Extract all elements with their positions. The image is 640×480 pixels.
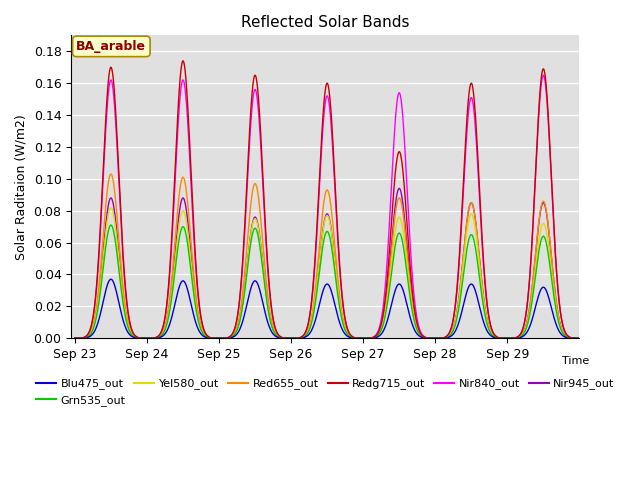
Nir945_out [253,219,261,225]
Line: Nir945_out: Nir945_out [75,188,579,338]
Grn535_out [309,313,317,319]
Yel580_out [253,221,261,227]
Y-axis label: Solar Raditaion (W/m2): Solar Raditaion (W/m2) [15,114,28,260]
Redg715_out [71,336,79,341]
Grn535_out [107,222,115,228]
Blu475_out [575,336,583,341]
Red655_out [371,334,378,340]
Nir840_out [575,336,583,341]
Yel580_out [392,227,399,232]
Redg715_out [179,58,187,64]
Line: Nir840_out: Nir840_out [75,75,579,338]
Nir945_out [309,311,317,316]
Nir945_out [392,202,399,207]
Blu475_out [107,276,115,282]
Nir945_out [176,204,184,210]
Red655_out [253,187,261,193]
Yel580_out [575,336,583,341]
Blu475_out [309,324,317,330]
Yel580_out [536,228,544,234]
Yel580_out [371,335,378,340]
Redg715_out [536,84,544,89]
Title: Reflected Solar Bands: Reflected Solar Bands [241,15,410,30]
Red655_out [536,207,544,213]
Redg715_out [371,334,378,340]
Line: Blu475_out: Blu475_out [75,279,579,338]
Redg715_out [392,168,399,173]
Blu475_out [392,287,399,292]
Nir945_out [71,336,79,341]
Grn535_out [253,230,261,236]
Yel580_out [177,215,184,221]
Nir840_out [540,72,547,78]
Redg715_out [176,75,184,81]
Red655_out [392,209,399,215]
Red655_out [575,336,583,341]
Line: Red655_out: Red655_out [75,174,579,338]
Nir840_out [371,334,378,339]
Nir840_out [71,336,79,341]
Red655_out [309,305,317,311]
Line: Grn535_out: Grn535_out [75,225,579,338]
Line: Yel580_out: Yel580_out [75,207,579,338]
Yel580_out [107,204,115,210]
Nir840_out [536,91,544,96]
Text: Time: Time [563,357,589,366]
Redg715_out [253,84,261,89]
Nir945_out [536,209,544,215]
Yel580_out [309,310,317,316]
Nir945_out [575,336,583,341]
Redg715_out [575,336,583,341]
Blu475_out [536,288,544,293]
Yel580_out [71,336,79,341]
Redg715_out [309,282,317,288]
Blu475_out [71,336,79,341]
Blu475_out [371,336,378,341]
Blu475_out [177,281,184,287]
Blu475_out [253,280,261,286]
Red655_out [107,171,115,177]
Grn535_out [536,240,544,246]
Text: BA_arable: BA_arable [76,40,147,53]
Grn535_out [371,336,378,341]
Nir945_out [371,334,378,340]
Grn535_out [71,336,79,341]
Grn535_out [177,230,184,236]
Grn535_out [575,336,583,341]
Red655_out [71,336,79,341]
Nir840_out [176,93,184,99]
Line: Redg715_out: Redg715_out [75,61,579,338]
Nir840_out [392,117,399,122]
Nir840_out [253,96,261,102]
Nir840_out [309,287,317,292]
Grn535_out [392,241,399,247]
Red655_out [177,183,184,189]
Legend: Blu475_out, Grn535_out, Yel580_out, Red655_out, Redg715_out, Nir840_out, Nir945_: Blu475_out, Grn535_out, Yel580_out, Red6… [32,374,619,410]
Nir945_out [396,185,403,191]
